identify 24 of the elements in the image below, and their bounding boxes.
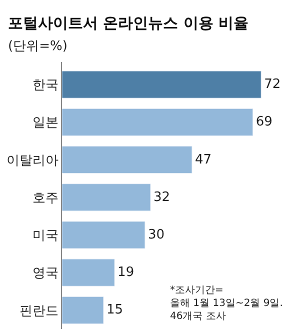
data-label: 32: [154, 190, 170, 205]
y-tick-label: 영국: [32, 266, 58, 282]
bar: [62, 296, 104, 324]
data-label: 30: [148, 227, 165, 242]
y-tick-label: 호주: [32, 190, 58, 206]
y-tick-label: 미국: [32, 228, 58, 244]
data-label: 69: [256, 114, 272, 130]
data-label: 72: [264, 77, 281, 92]
y-tick-label: 한국: [32, 78, 58, 94]
data-label: 15: [106, 302, 124, 318]
chart-title: 포털사이트서 온라인뉴스 이용 비율: [8, 14, 249, 32]
annotation: *조사기간= 올해 1월 13일~2월 9일. 46개국 조사: [170, 285, 283, 322]
bar: [62, 146, 192, 174]
y-tick-label: 이탈리아: [6, 153, 58, 168]
y-tick-label: 핀란드: [19, 304, 58, 319]
data-label: 47: [194, 152, 212, 168]
bar: [62, 221, 146, 249]
bar: [62, 258, 115, 286]
y-tick-label: 일본: [32, 116, 58, 131]
data-label: 19: [118, 265, 134, 280]
bar: [62, 108, 254, 136]
bar: [62, 184, 151, 212]
bar: [62, 70, 262, 98]
chart-subtitle: (단위=%): [8, 39, 68, 54]
